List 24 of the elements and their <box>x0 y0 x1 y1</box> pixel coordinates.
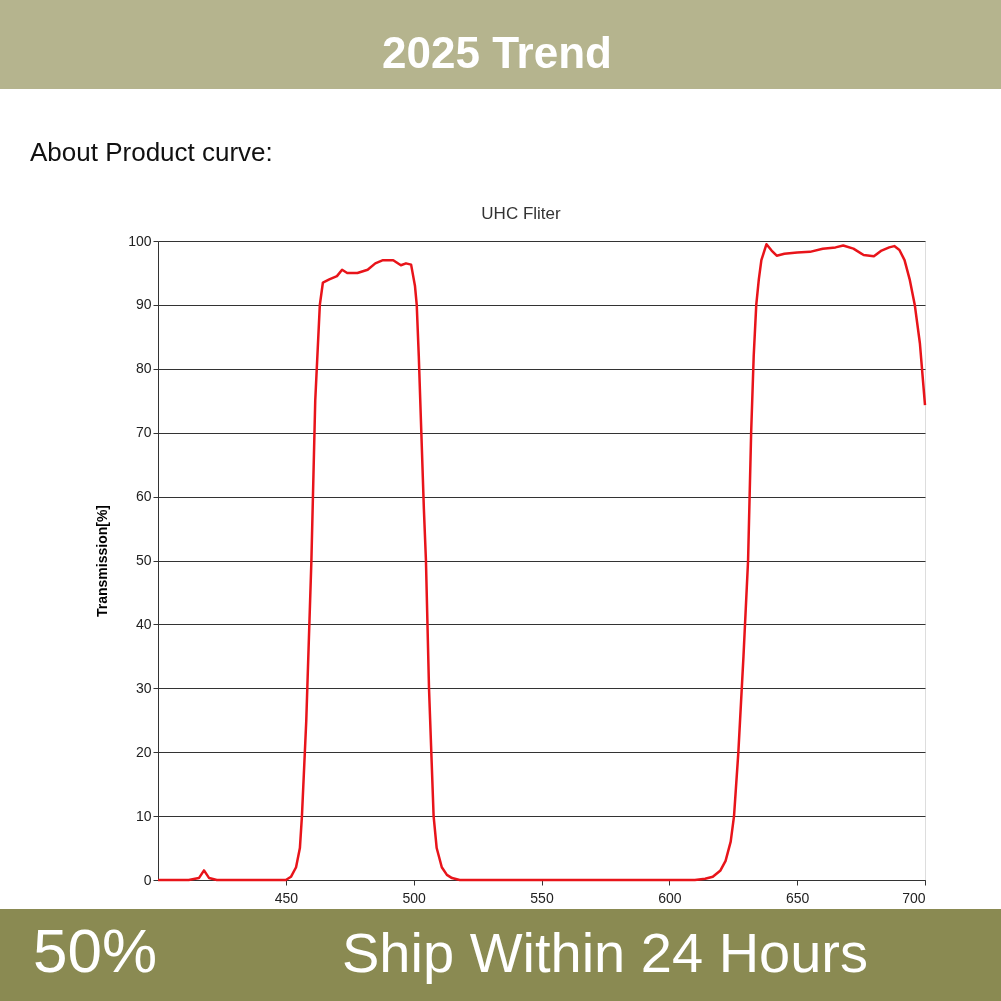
x-tick-label: 700 <box>902 889 926 906</box>
text: 50% <box>32 916 158 985</box>
y-tick-label: 30 <box>135 679 152 696</box>
y-tick-label: 10 <box>135 807 152 824</box>
y-tick-label: 80 <box>135 360 152 377</box>
y-tick-label: 20 <box>135 743 152 760</box>
x-tick-label: 450 <box>274 889 299 906</box>
x-tick-label: 600 <box>658 889 682 906</box>
y-tick-label: 50 <box>135 552 152 568</box>
y-tick-label: 60 <box>135 488 152 505</box>
y-axis-title: Transmission[%] <box>94 504 111 618</box>
y-tick-label: 70 <box>135 424 152 441</box>
text: About Product curve: <box>30 137 273 167</box>
line-series <box>156 242 927 882</box>
text: Ship Within 24 Hours <box>341 921 869 984</box>
x-tick-label: 500 <box>402 889 427 906</box>
y-tick-label: 0 <box>143 871 152 888</box>
x-tick-label: 550 <box>530 889 554 906</box>
y-tick-label: 90 <box>135 296 152 313</box>
chart-title: UHC Fliter <box>481 204 561 223</box>
text: 2025 Trend <box>382 28 612 77</box>
y-tick-label: 100 <box>128 232 152 249</box>
y-tick-label: 40 <box>135 615 152 632</box>
x-tick-label: 650 <box>785 889 810 906</box>
